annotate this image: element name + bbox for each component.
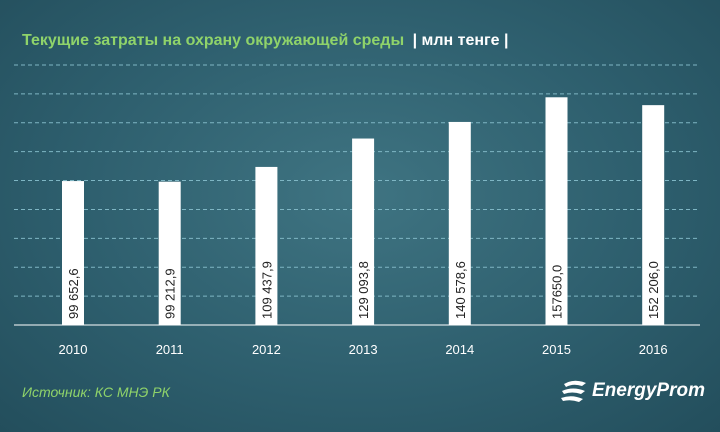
brand-name: EnergyProm <box>592 380 705 401</box>
bar-value-label: 99 212,9 <box>163 268 178 319</box>
bar-value-label: 152 206,0 <box>646 261 661 319</box>
bar-value-label: 140 578,6 <box>453 261 468 319</box>
source-note: Источник: КС МНЭ РК <box>22 384 170 400</box>
bar-2010 <box>62 181 84 325</box>
energyprom-logo-icon <box>561 380 586 402</box>
x-tick-label: 2016 <box>639 342 668 357</box>
x-tick-label: 2010 <box>59 342 88 357</box>
bar-2015 <box>545 97 568 326</box>
bar-value-label: 99 652,6 <box>66 268 81 319</box>
bar-2012 <box>255 166 278 325</box>
brand-logo: EnergyProm <box>560 378 705 404</box>
x-tick-label: 2011 <box>156 342 184 357</box>
bar-value-label: 109 437,9 <box>259 261 274 319</box>
chart-unit: | млн тенге | <box>412 32 509 49</box>
chart-title-text: Текущие затраты на охрану окружающей сре… <box>22 32 405 49</box>
bar-value-label: 157650,0 <box>550 265 565 319</box>
bar-value-label: 129 093,8 <box>356 261 371 319</box>
x-tick-label: 2014 <box>445 342 474 357</box>
bar-2016 <box>642 105 665 326</box>
bar-2013 <box>352 138 375 325</box>
x-tick-label: 2015 <box>542 342 571 357</box>
x-tick-label: 2013 <box>349 342 378 357</box>
chart-title: Текущие затраты на охрану окружающей сре… <box>22 32 509 50</box>
bar-2014 <box>448 121 471 326</box>
x-tick-label: 2012 <box>252 342 281 357</box>
bar-2011 <box>158 181 181 325</box>
